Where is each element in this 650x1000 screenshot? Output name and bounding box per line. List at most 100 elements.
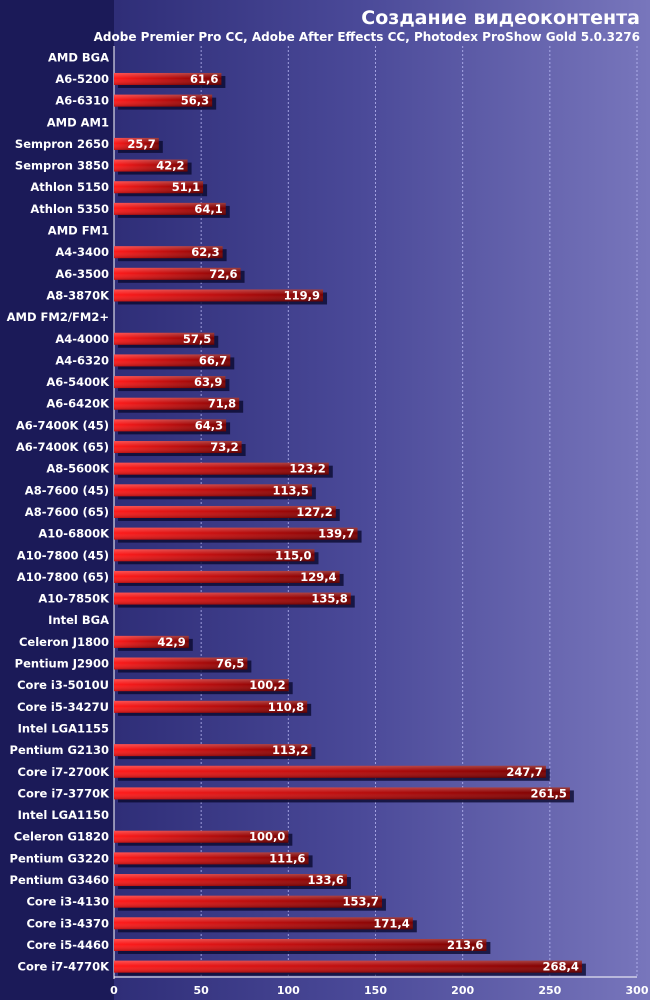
value-label: 153,7 xyxy=(343,895,379,909)
category-label: A10-6800K xyxy=(38,527,110,541)
value-label: 123,2 xyxy=(289,462,325,476)
value-label: 64,3 xyxy=(195,418,223,432)
value-label: 71,8 xyxy=(208,397,236,411)
bar-gloss xyxy=(114,570,340,583)
bar-gloss xyxy=(114,419,227,432)
value-label: 62,3 xyxy=(191,245,219,259)
category-label: Core i5-4460 xyxy=(26,938,109,952)
category-label: Athlon 5350 xyxy=(30,202,109,216)
value-label: 213,6 xyxy=(447,938,483,952)
chart-title: Создание видеоконтента xyxy=(361,7,640,29)
category-label: AMD FM2/FM2+ xyxy=(7,310,109,324)
category-label: Core i7-2700K xyxy=(18,765,111,779)
bar-gloss xyxy=(114,765,546,778)
bar-gloss xyxy=(114,246,223,259)
category-label: A4-6320 xyxy=(55,353,109,367)
bar-gloss xyxy=(114,505,336,518)
value-label: 127,2 xyxy=(296,505,332,519)
category-label: Core i7-4770K xyxy=(18,960,111,974)
category-label: Pentium J2900 xyxy=(15,657,109,671)
bar-gloss xyxy=(114,657,248,670)
category-label: A8-7600 (65) xyxy=(25,505,109,519)
value-label: 64,1 xyxy=(194,202,222,216)
value-label: 133,6 xyxy=(308,873,344,887)
value-label: 139,7 xyxy=(318,527,354,541)
category-label: A6-5200 xyxy=(55,72,109,86)
bar-gloss xyxy=(114,917,413,930)
value-label: 66,7 xyxy=(199,353,227,367)
category-label: A6-6310 xyxy=(55,94,109,108)
category-label: Sempron 3850 xyxy=(15,159,109,173)
category-label: A8-3870K xyxy=(46,288,110,302)
bar-gloss xyxy=(114,744,312,757)
category-label: Pentium G2130 xyxy=(10,743,109,757)
bar-gloss xyxy=(114,72,222,85)
category-label: Pentium G3460 xyxy=(10,873,109,887)
value-label: 25,7 xyxy=(127,137,155,151)
category-label: Intel LGA1150 xyxy=(18,808,109,822)
bar-gloss xyxy=(114,830,289,843)
bar-gloss xyxy=(114,679,289,692)
bar-gloss xyxy=(114,94,213,107)
value-label: 115,0 xyxy=(275,548,311,562)
category-label: Core i5-3427U xyxy=(17,700,109,714)
category-label: Core i3-5010U xyxy=(17,678,109,692)
category-label: A4-3400 xyxy=(55,245,109,259)
value-label: 261,5 xyxy=(530,786,566,800)
bar-gloss xyxy=(114,397,240,410)
bar-gloss xyxy=(114,874,347,887)
bar-gloss xyxy=(114,592,351,605)
value-label: 63,9 xyxy=(194,375,222,389)
value-label: 100,2 xyxy=(249,678,285,692)
category-label: A8-7600 (45) xyxy=(25,483,109,497)
category-label: Sempron 2650 xyxy=(15,137,109,151)
value-label: 110,8 xyxy=(268,700,304,714)
bar-gloss xyxy=(114,376,226,389)
category-label: AMD BGA xyxy=(48,50,109,64)
category-label: Celeron J1800 xyxy=(19,635,109,649)
x-tick-label: 250 xyxy=(538,984,561,997)
bar-gloss xyxy=(114,484,312,497)
x-tick-label: 50 xyxy=(194,984,210,997)
bar-gloss xyxy=(114,895,382,908)
category-label: Core i3-4130 xyxy=(26,895,109,909)
bar-gloss xyxy=(114,700,308,713)
bar-gloss xyxy=(114,462,329,475)
bar-gloss xyxy=(114,635,189,648)
category-label: Core i7-3770K xyxy=(18,786,111,800)
category-label: Athlon 5150 xyxy=(30,180,109,194)
x-tick-label: 200 xyxy=(451,984,474,997)
category-label: Pentium G3220 xyxy=(10,851,109,865)
value-label: 56,3 xyxy=(181,94,209,108)
category-label: A8-5600K xyxy=(46,462,110,476)
bar-gloss xyxy=(114,960,582,973)
value-label: 129,4 xyxy=(300,570,336,584)
x-tick-label: 100 xyxy=(277,984,300,997)
x-axis: 0 50 100 150 200 250 300 xyxy=(110,46,649,997)
value-label: 76,5 xyxy=(216,657,244,671)
value-label: 268,4 xyxy=(543,960,579,974)
bar-gloss xyxy=(114,267,241,280)
value-label: 42,2 xyxy=(156,159,184,173)
category-label: A10-7800 (45) xyxy=(17,548,109,562)
value-label: 42,9 xyxy=(157,635,185,649)
value-label: 73,2 xyxy=(210,440,238,454)
category-label: A6-7400K (45) xyxy=(16,418,109,432)
chart-subtitle: Adobe Premier Pro CC, Adobe After Effect… xyxy=(94,30,640,44)
value-label: 113,2 xyxy=(272,743,308,757)
category-label: A10-7800 (65) xyxy=(17,570,109,584)
bar-gloss xyxy=(114,938,487,951)
value-label: 135,8 xyxy=(311,592,347,606)
category-label: A6-5400K xyxy=(46,375,110,389)
category-label: A10-7850K xyxy=(38,592,110,606)
category-label: Intel BGA xyxy=(48,613,109,627)
value-label: 111,6 xyxy=(269,851,305,865)
bar-gloss xyxy=(114,159,188,172)
category-label: AMD AM1 xyxy=(47,115,109,129)
category-label: A6-7400K (65) xyxy=(16,440,109,454)
bars: AMD BGA A6-5200 61,6 A6-6310 56,3 AMD AM1 Semp… xyxy=(7,50,586,976)
value-label: 61,6 xyxy=(190,72,218,86)
bar-gloss xyxy=(114,787,570,800)
